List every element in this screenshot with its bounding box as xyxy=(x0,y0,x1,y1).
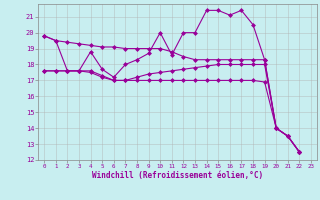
X-axis label: Windchill (Refroidissement éolien,°C): Windchill (Refroidissement éolien,°C) xyxy=(92,171,263,180)
